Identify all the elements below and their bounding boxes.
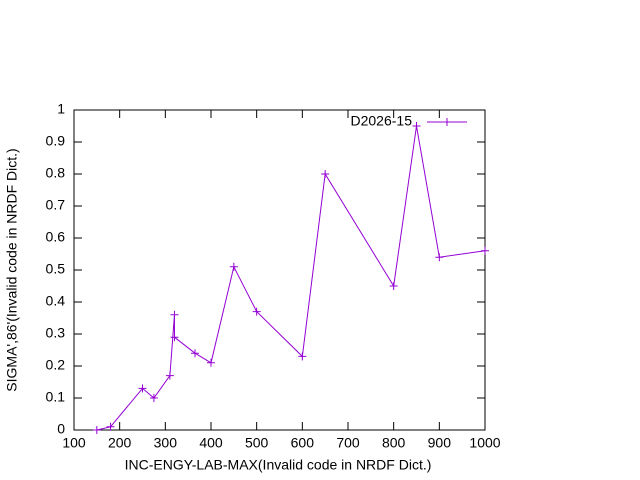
x-tick-label: 100 [62,435,86,451]
y-tick-label: 0.9 [46,133,66,149]
y-tick-label: 0.5 [46,261,66,277]
x-tick-label: 200 [108,435,132,451]
x-tick-label: 700 [336,435,360,451]
plot-border [73,109,486,431]
legend-label: D2026-15 [351,113,413,129]
x-tick-label: 800 [382,435,406,451]
point-marker [389,282,398,290]
point-marker [298,352,307,361]
point-marker [191,349,200,358]
point-marker [92,426,101,434]
y-tick-label: 0.3 [46,325,66,341]
point-marker [170,333,179,342]
legend-marker [443,118,451,126]
point-marker [252,307,261,316]
y-tick-label: 0.6 [46,229,66,245]
point-marker [170,310,179,319]
point-marker [481,246,489,255]
x-axis-label: INC-ENGY-LAB-MAX(Invalid code in NRDF Di… [125,457,432,473]
x-tick-label: 500 [245,435,269,451]
x-tick-label: 600 [291,435,315,451]
point-marker [412,122,421,130]
point-marker [321,170,330,178]
point-marker [435,253,444,262]
y-tick-label: 0.1 [46,389,66,405]
x-tick-label: 400 [199,435,223,451]
x-tick-label: 300 [154,435,178,451]
y-tick-label: 1 [57,101,65,117]
y-axis-label: SIGMA',86'(Invalid code in NRDF Dict.) [4,148,20,391]
y-tick-label: 0.2 [46,357,66,373]
y-tick-label: 0.7 [46,197,66,213]
x-tick-label: 1000 [469,435,500,451]
point-marker [207,358,215,367]
point-marker [229,262,238,271]
point-marker [106,422,115,431]
x-tick-label: 900 [428,435,452,451]
point-marker [138,384,147,393]
point-marker [149,394,158,402]
point-marker [165,371,174,380]
y-tick-label: 0.4 [46,293,66,309]
y-tick-label: 0.8 [46,165,66,181]
y-tick-label: 0 [57,421,65,437]
